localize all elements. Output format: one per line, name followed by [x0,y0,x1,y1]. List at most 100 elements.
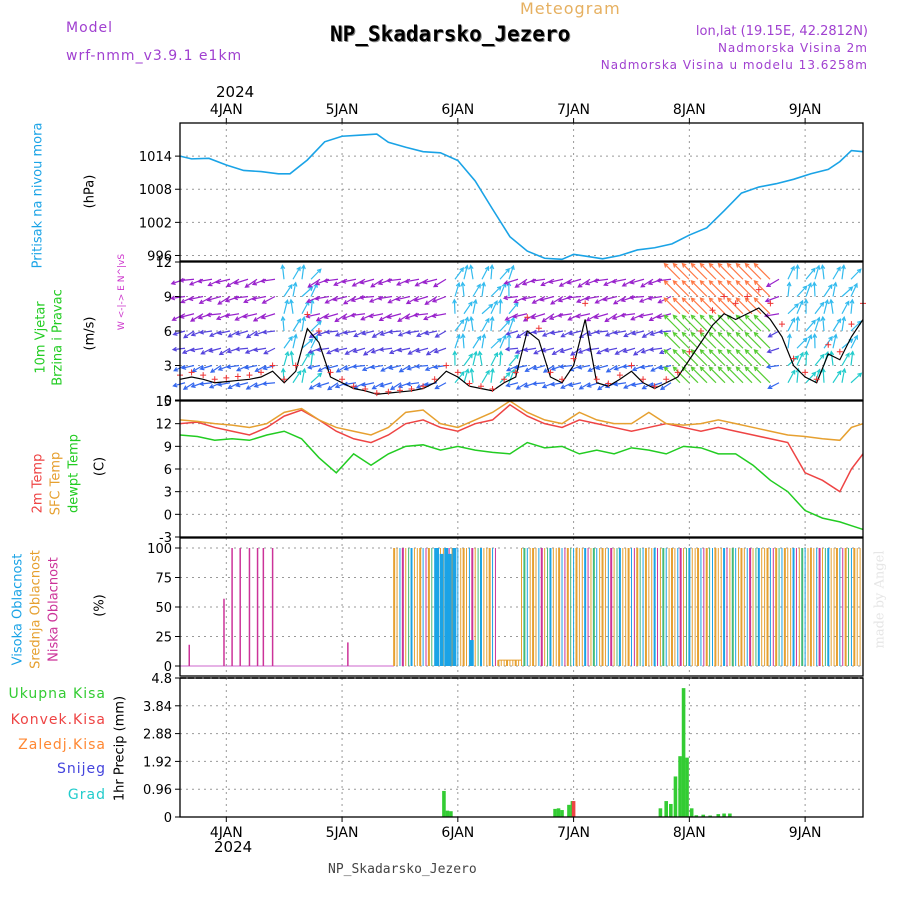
wind-ytick-4: 0 [164,394,172,409]
wind-arrow [641,330,654,338]
wind-arrow [415,347,429,353]
model-label: Model [66,20,114,36]
wind-arrow [310,372,323,384]
wind-label-line1: 10m Vjetar [33,301,49,374]
wind-arrow [726,314,744,332]
pressure-ytick-2: 1002 [139,216,172,231]
wind-arrow [369,364,384,370]
wind-arrow [699,366,717,384]
wind-arrow [566,278,582,285]
pressure-unit-label: (hPa) [82,174,98,209]
wind-arrow [288,298,294,314]
wind-arrow [639,364,654,370]
wind-arrow [744,280,762,297]
x-tick-bottom-0: 4JAN [210,825,243,841]
wind-arrow [568,330,582,336]
precip-total-bar [694,815,699,817]
wind-arrow [604,347,618,353]
precip-total-bar [669,803,673,817]
wind-arrow [560,330,573,338]
wind-arrow [805,267,816,280]
wind-arrow [422,278,438,285]
wind-arrow [699,314,717,332]
wind-arrow [490,337,503,349]
wind-gust-marker [443,362,450,369]
cloud-low-label: Niska Oblacnost [46,557,62,662]
wind-arrow [352,347,366,354]
wind-arrow [322,278,339,284]
wind-gust-marker [281,376,288,383]
high-cloud-bar [439,553,444,666]
wind-arrow [560,382,573,389]
wind-arrow [614,347,627,355]
wind-arrow [463,353,473,366]
precip-total-bar [553,808,557,817]
wind-arrow [463,301,473,315]
wind-gust-marker [535,325,542,332]
wind-arrow [663,262,681,280]
wind-arrow [245,382,258,390]
high-cloud-bar [469,640,474,666]
wind-arrow [744,349,762,366]
wind-gust-marker [211,376,218,383]
wind-arrow [407,347,420,355]
wind-arrow [663,366,681,384]
wind-arrow [431,313,447,319]
wind-arrow [301,315,307,332]
wind-arrow [508,264,515,280]
wind-arrow [508,368,516,383]
wind-arrow [708,297,726,315]
x-tick-top-2: 6JAN [441,102,474,118]
wind-arrow [699,349,717,366]
wind-arrow [638,313,654,319]
wind-arrow [261,329,276,335]
pressure-line [179,133,864,261]
precip-total-bar [658,808,663,817]
wind-arrow [823,298,830,314]
wind-arrow [361,382,375,388]
model-elevation-label: Nadmorska Visina u modelu 13.6258m [600,58,868,72]
wind-arrow [735,262,753,280]
wind-arrow [663,349,681,366]
panel-frame-precipitation [179,677,864,818]
wind-arrow [672,366,690,384]
wind-arrow [708,331,726,349]
wind-arrow [490,299,498,315]
wind-arrow [541,313,555,323]
precip-ytick-4: 0.96 [143,783,172,798]
wind-gust-marker [778,321,785,328]
wind-arrow [433,347,447,354]
wind-arrow [232,295,249,301]
wind-arrow [629,278,645,285]
wind-arrow [690,331,708,349]
precip-ytick-5: 0 [164,811,172,826]
wind-arrow [521,295,537,301]
wind-arrow [655,278,672,283]
wind-arrow [805,371,817,384]
panel-frame-clouds [179,537,864,677]
wind-arrow [672,349,690,366]
wind-arrow [182,382,195,390]
wind-arrow [753,349,771,366]
wind-arrow [188,295,204,302]
panel-frame-wind [179,261,864,401]
wind-arrow [217,330,231,336]
wind-arrow [398,364,411,373]
wind-arrow [646,295,663,301]
wind-arrow [289,350,295,366]
precip-total-bar [442,790,446,817]
wind-arrow [681,262,699,280]
x-tick-bottom-1: 5JAN [326,825,359,841]
wind-gust-marker [188,369,195,376]
high-cloud-bar [434,548,439,666]
wind-arrow [505,330,519,336]
wind-arrow [280,315,286,332]
wind-gust-marker [246,372,253,379]
wind-gust-marker [721,293,728,300]
wind-arrow [454,266,465,280]
wind-arrow [681,297,699,315]
wind-ytick-2: 6 [164,325,172,340]
wind-arrow [593,313,609,320]
wind-gust-marker [836,348,843,355]
wind-arrow [659,382,672,391]
